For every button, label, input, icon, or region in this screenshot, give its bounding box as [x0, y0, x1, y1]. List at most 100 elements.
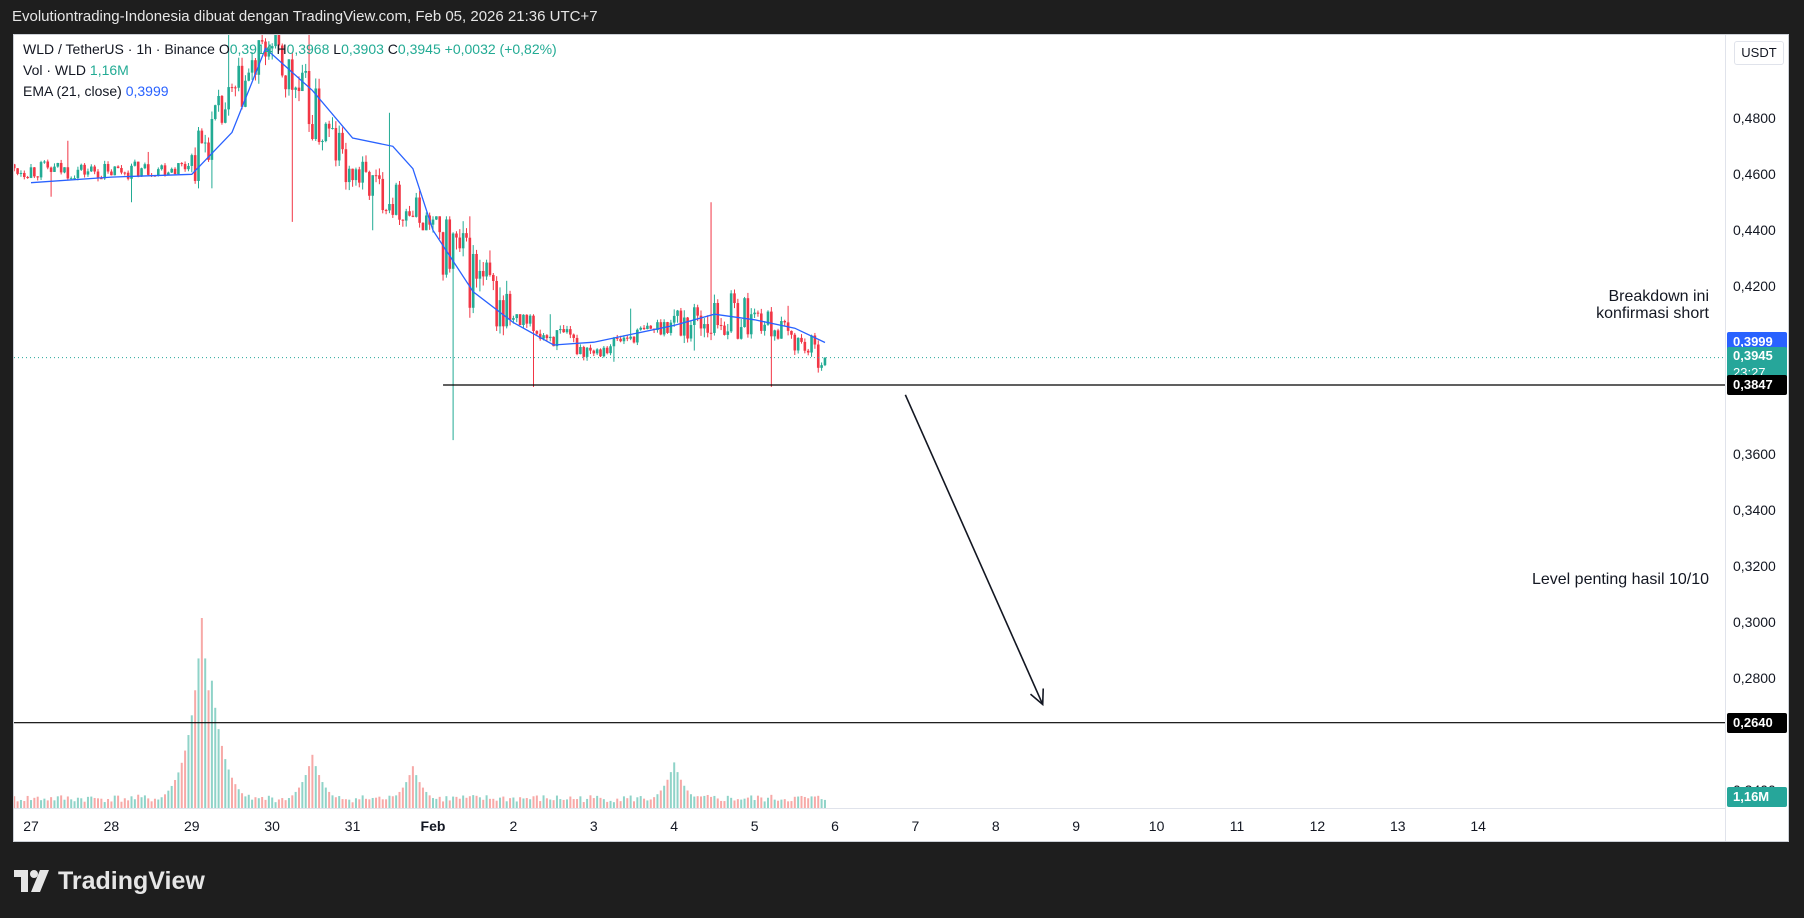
candle-body [709, 332, 713, 334]
candle-body [425, 215, 428, 231]
price-chart-svg[interactable] [14, 35, 1725, 808]
volume-bar [237, 789, 240, 808]
legend-symbol[interactable]: WLD / TetherUS · 1h · Binance [23, 41, 215, 57]
volume-bar [760, 797, 763, 808]
candle-body [803, 341, 807, 351]
price-axis[interactable]: USDT 0,4800 0,4600 0,4400 0,4200 0,3600 0,340… [1725, 35, 1788, 841]
volume-bar [375, 797, 378, 808]
volume-bar [529, 799, 532, 808]
candle-body [374, 175, 378, 177]
candle-body [361, 161, 364, 183]
legend-volume-label[interactable]: Vol · WLD [23, 62, 87, 78]
volume-bar [425, 791, 428, 808]
candle-body [207, 142, 210, 160]
candle-body [143, 164, 147, 169]
plot-area[interactable]: WLD / TetherUS · 1h · Binance O0,3914 H0… [14, 35, 1725, 808]
volume-bar [153, 798, 156, 808]
volume-bar [616, 798, 619, 808]
volume-bar [519, 797, 522, 808]
candle-body [140, 168, 143, 177]
legend-volume-row: Vol · WLD 1,16M [23, 60, 557, 81]
currency-unit-badge[interactable]: USDT [1734, 41, 1784, 65]
volume-bar [308, 766, 311, 808]
support-price-badge: 0,3847 [1727, 374, 1787, 395]
volume-bar [14, 796, 16, 808]
candle-body [73, 178, 76, 180]
volume-bar [385, 799, 388, 808]
volume-bar [361, 795, 364, 808]
volume-bar [807, 798, 810, 808]
chart-frame[interactable]: WLD / TetherUS · 1h · Binance O0,3914 H0… [13, 34, 1789, 842]
volume-bar [334, 797, 337, 808]
candle-body [736, 303, 740, 339]
candle-body [347, 168, 351, 183]
volume-bar [736, 799, 739, 808]
volume-bar [127, 800, 130, 808]
candle-body [39, 162, 43, 178]
volume-bar [686, 790, 689, 808]
candle-body [649, 325, 653, 329]
candle-body [274, 35, 277, 47]
candle-body [485, 262, 488, 277]
candle-body [354, 169, 358, 181]
candle-body [636, 329, 639, 343]
volume-bar [790, 801, 793, 808]
time-tick-label: 13 [1390, 818, 1406, 834]
volume-bar [492, 798, 495, 808]
candle-body [532, 315, 535, 332]
time-tick-label: 2 [509, 818, 518, 834]
volume-bar [415, 775, 418, 808]
candle-body [327, 123, 331, 129]
volume-bar [398, 791, 401, 808]
candle-body [183, 163, 187, 170]
volume-bar [76, 797, 79, 808]
legend-ema-label[interactable]: EMA (21, close) [23, 83, 122, 99]
attribution-text: Evolutiontrading-Indonesia dibuat dengan… [12, 8, 598, 25]
volume-bar [566, 799, 568, 808]
volume-bar [639, 796, 642, 808]
candle-body [14, 164, 16, 169]
candle-body [59, 162, 63, 173]
chart-legend: WLD / TetherUS · 1h · Binance O0,3914 H0… [23, 39, 557, 102]
ema-line [30, 47, 826, 346]
candle-body [810, 335, 813, 353]
time-axis[interactable]: 27 28 29 30 31 Feb 2 3 4 5 6 7 8 9 10 11 12 13 14 [14, 808, 1725, 841]
time-tick-label: 12 [1309, 818, 1326, 834]
candle-body [538, 333, 542, 339]
candle-body [93, 166, 96, 172]
candle-body [180, 163, 184, 165]
candle-body [498, 300, 502, 327]
volume-bar [803, 796, 806, 808]
tradingview-logo-icon [14, 870, 49, 892]
volume-bar [793, 796, 796, 808]
candle-body [468, 237, 472, 308]
volume-bar [740, 799, 743, 808]
volume-bar [53, 800, 56, 808]
candle-body [605, 347, 609, 354]
legend-ema-row: EMA (21, close) 0,3999 [23, 81, 557, 102]
volume-bar [190, 715, 193, 808]
candle-body [337, 132, 341, 161]
candle-body [646, 325, 649, 330]
candle-body [19, 172, 23, 174]
candle-body [575, 337, 579, 355]
volume-bar [468, 796, 471, 808]
volume-bar [693, 796, 696, 808]
volume-bar [321, 782, 324, 808]
volume-bar [767, 797, 769, 808]
target-annotation[interactable]: Level penting hasil 10/10 [1532, 571, 1709, 588]
candle-body [672, 315, 676, 323]
candle-body [193, 155, 197, 181]
volume-bar [653, 797, 656, 808]
candle-body [190, 155, 194, 166]
time-tick-label: 4 [670, 818, 679, 834]
candle-body [626, 337, 629, 339]
volume-bar [405, 782, 408, 808]
candle-body [686, 317, 689, 339]
candle-body [545, 335, 549, 339]
candle-body [455, 233, 458, 238]
volume-bar [669, 772, 672, 808]
breakdown-annotation[interactable]: Breakdown ini konfirmasi short [1596, 288, 1709, 322]
candle-body [682, 317, 686, 336]
volume-bar [599, 797, 602, 808]
